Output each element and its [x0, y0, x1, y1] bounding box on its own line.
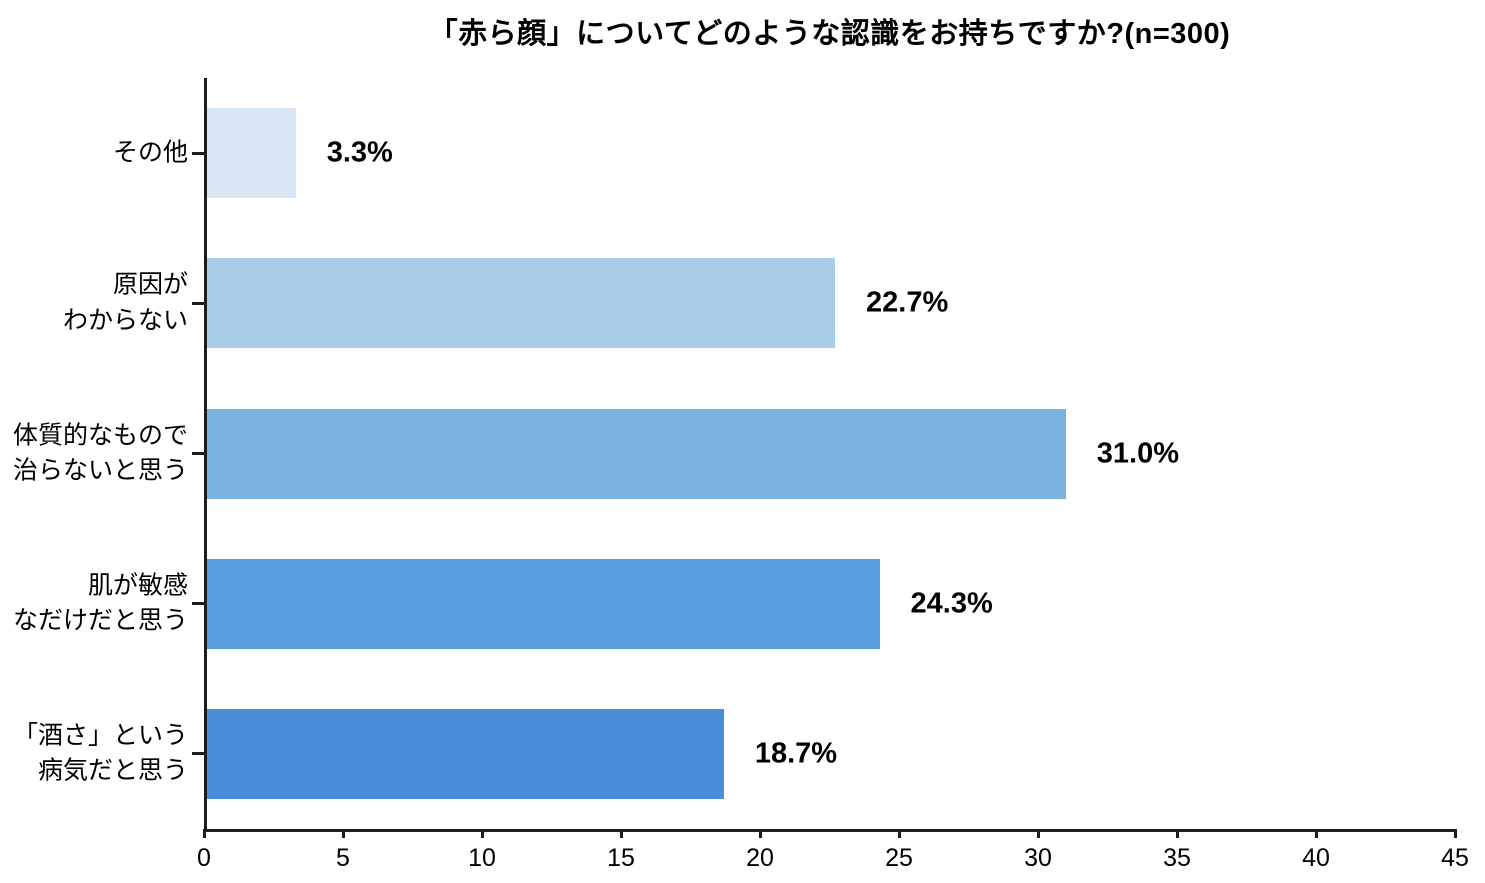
x-axis-tick-label-20: 20 — [746, 844, 774, 872]
category-label-line: 原因が — [112, 270, 188, 299]
x-axis-tick-40 — [1314, 829, 1318, 838]
bar-4 — [204, 708, 724, 799]
x-axis-tick-label-45: 45 — [1441, 844, 1469, 872]
x-axis-line — [204, 829, 1455, 832]
chart-title: 「赤ら顔」についてどのような認識をお持ちですか?(n=300) — [428, 18, 1231, 50]
x-axis-tick-30 — [1036, 829, 1040, 838]
category-label-line: 「酒さ」という — [12, 721, 188, 750]
value-label-0: 3.3% — [326, 136, 393, 169]
category-label-line: なだけだと思う — [12, 606, 188, 635]
category-label-line: わからない — [62, 306, 188, 335]
x-axis-tick-label-15: 15 — [607, 844, 635, 872]
value-label-4: 18.7% — [754, 737, 838, 770]
bar-0 — [204, 108, 296, 199]
x-axis-tick-20 — [758, 829, 762, 838]
category-label-line: 肌が敏感 — [87, 571, 188, 600]
x-axis-tick-label-0: 0 — [197, 844, 211, 872]
x-axis-tick-45 — [1453, 829, 1457, 838]
x-axis-tick-label-5: 5 — [336, 844, 350, 872]
category-label-0: その他 — [0, 135, 188, 171]
x-axis-tick-15 — [619, 829, 623, 838]
bar-1 — [204, 258, 836, 349]
x-axis-tick-label-40: 40 — [1302, 844, 1330, 872]
value-label-1: 22.7% — [866, 286, 949, 319]
y-axis-tick-3 — [192, 602, 204, 606]
x-axis-tick-35 — [1175, 829, 1179, 838]
bar-2 — [204, 408, 1066, 499]
category-label-line: 体質的なもので — [12, 421, 188, 449]
category-label-2: 体質的なもので 治らないと思う — [0, 418, 188, 489]
x-axis-tick-label-25: 25 — [885, 844, 913, 872]
category-label-4: 「酒さ」という病気だと思う — [0, 718, 188, 789]
y-axis-tick-1 — [192, 301, 204, 305]
y-axis-tick-2 — [192, 452, 204, 455]
category-label-1: 原因がわからない — [0, 268, 188, 339]
y-axis-tick-0 — [192, 151, 204, 155]
value-label-3: 24.3% — [910, 587, 993, 620]
y-axis-line — [204, 78, 207, 832]
y-axis-tick-4 — [192, 752, 204, 756]
x-axis-tick-10 — [480, 829, 484, 838]
x-axis-tick-0 — [202, 829, 206, 838]
x-axis-tick-5 — [341, 829, 345, 838]
category-label-3: 肌が敏感なだけだと思う — [0, 568, 188, 639]
x-axis-tick-label-35: 35 — [1163, 844, 1191, 872]
x-axis-tick-25 — [897, 829, 901, 838]
x-axis-tick-label-30: 30 — [1024, 844, 1052, 872]
category-label-line: 治らないと思う — [12, 456, 188, 485]
value-label-2: 31.0% — [1096, 437, 1180, 469]
category-label-line: 病気だと思う — [37, 756, 188, 785]
category-label-line: その他 — [112, 138, 188, 167]
x-axis-tick-label-10: 10 — [468, 844, 496, 872]
bar-3 — [204, 558, 880, 649]
plot-area: 3.3% その他 22.7% 原因がわからない 31.0% 体質的なもので 治らないと思う 2… — [13, 78, 1469, 872]
